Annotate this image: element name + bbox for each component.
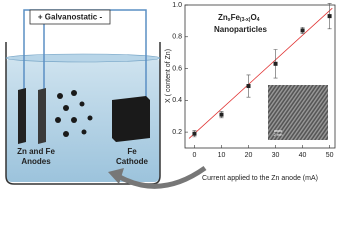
fe-cathode <box>112 96 150 142</box>
anode-label: Zn and Fe <box>17 147 55 156</box>
cathode-label: Cathode <box>116 157 149 166</box>
annotation-part: 4 <box>257 17 260 23</box>
ions <box>55 90 93 137</box>
fit-line <box>188 7 333 139</box>
zn-anode <box>18 88 26 144</box>
data-point <box>327 14 332 19</box>
cathode-label: Fe <box>127 147 137 156</box>
figure: + Galvanostatic - Zn and Fe Anodes Fe Ca… <box>5 2 336 189</box>
x-tick-label: 0 <box>193 152 197 159</box>
y-tick-label: 0.6 <box>172 65 182 72</box>
annotation: ZnxFe(3-x)O4 <box>218 13 260 23</box>
y-tick-label: 0.8 <box>172 34 182 41</box>
x-axis-label: Current applied to the Zn anode (mA) <box>202 175 318 182</box>
data-point <box>300 28 305 33</box>
x-tick-label: 30 <box>272 152 280 159</box>
x-tick-label: 50 <box>326 152 334 159</box>
power-label: + Galvanostatic - <box>38 13 103 22</box>
liquid-surface <box>5 53 161 63</box>
x-tick-label: 40 <box>299 152 307 159</box>
inset-scale-label: 2 nm <box>274 132 284 137</box>
annotation-part: x <box>228 17 231 23</box>
y-axis-label: X ( content of Zn) <box>165 49 172 103</box>
x-tick-label: 10 <box>218 152 226 159</box>
y-tick-label: 0.2 <box>172 129 182 136</box>
data-point <box>192 131 197 136</box>
y-tick-label: 1.0 <box>172 2 182 9</box>
data-point <box>273 61 278 66</box>
annotation-part: (3-x) <box>240 17 251 23</box>
data-point <box>219 112 224 117</box>
annotation: Nanoparticles <box>214 25 267 34</box>
annotation-part: Zn <box>218 13 228 22</box>
y-tick-label: 0.4 <box>172 97 182 104</box>
fe-anode <box>38 88 46 144</box>
annotation-part: Fe <box>231 13 241 22</box>
arrow-head <box>108 168 124 184</box>
beaker <box>5 42 161 185</box>
x-tick-label: 20 <box>245 152 253 159</box>
arrow <box>116 165 207 189</box>
power-supply <box>29 9 111 25</box>
anode-label: Anodes <box>21 157 51 166</box>
annotation-part: O <box>250 13 256 22</box>
data-point <box>246 84 251 89</box>
